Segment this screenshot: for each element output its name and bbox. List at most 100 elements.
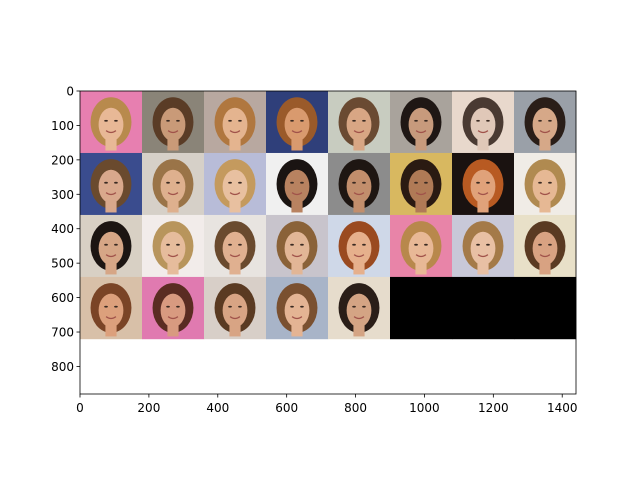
eye-shape: [362, 243, 366, 246]
image-tile: [390, 214, 453, 278]
x-tick-label: 1400: [547, 401, 578, 415]
eye-shape: [548, 119, 552, 122]
smile-shape: [105, 316, 117, 320]
y-tick-label: 600: [51, 291, 74, 305]
neck-shape: [477, 198, 489, 213]
image-tile: [266, 152, 329, 216]
image-tile: [266, 91, 329, 154]
face-shape: [284, 169, 310, 204]
eye-shape: [538, 243, 542, 246]
face-shape: [222, 107, 248, 142]
image-tile: [266, 214, 329, 278]
tile-background: [390, 276, 453, 340]
face-shape: [98, 107, 124, 142]
eye-shape: [352, 181, 356, 184]
eye-shape: [104, 305, 108, 308]
neck-shape: [539, 260, 551, 275]
image-tile: [266, 276, 329, 340]
neck-shape: [229, 260, 241, 275]
eye-shape: [228, 305, 232, 308]
image-tile: [452, 214, 515, 278]
neck-shape: [291, 322, 303, 337]
smile-shape: [353, 130, 365, 134]
eye-shape: [290, 243, 294, 246]
smile-shape: [539, 254, 551, 258]
smile-shape: [105, 254, 117, 258]
smile-shape: [539, 192, 551, 196]
image-tile: [142, 152, 205, 216]
image-tile: [142, 276, 205, 340]
y-tick-label: 100: [51, 119, 74, 133]
neck-shape: [167, 136, 179, 151]
face-shape: [532, 107, 558, 142]
smile-shape: [477, 192, 489, 196]
smile-shape: [291, 254, 303, 258]
image-tile: [514, 276, 577, 340]
eye-shape: [176, 243, 180, 246]
image-tile: [452, 276, 515, 340]
eye-shape: [300, 181, 304, 184]
face-shape: [98, 293, 124, 328]
eye-shape: [176, 181, 180, 184]
eye-shape: [228, 243, 232, 246]
eye-shape: [424, 181, 428, 184]
smile-shape: [415, 192, 427, 196]
eye-shape: [414, 243, 418, 246]
smile-shape: [229, 130, 241, 134]
neck-shape: [477, 136, 489, 151]
eye-shape: [176, 305, 180, 308]
eye-shape: [114, 119, 118, 122]
image-tile: [80, 214, 143, 278]
image-tile: [390, 152, 453, 216]
eye-shape: [300, 305, 304, 308]
face-shape: [98, 231, 124, 266]
neck-shape: [415, 198, 427, 213]
neck-shape: [415, 260, 427, 275]
eye-shape: [238, 181, 242, 184]
face-shape: [408, 231, 434, 266]
neck-shape: [415, 136, 427, 151]
face-shape: [160, 293, 186, 328]
eye-shape: [352, 243, 356, 246]
y-tick-label: 0: [66, 85, 74, 99]
x-tick-label: 200: [137, 401, 160, 415]
smile-shape: [477, 254, 489, 258]
image-tile: [80, 276, 143, 340]
eye-shape: [476, 181, 480, 184]
neck-shape: [105, 322, 117, 337]
face-shape: [470, 169, 496, 204]
eye-shape: [166, 119, 170, 122]
neck-shape: [229, 136, 241, 151]
face-shape: [346, 107, 372, 142]
eye-shape: [362, 305, 366, 308]
face-shape: [408, 169, 434, 204]
eye-shape: [104, 119, 108, 122]
eye-shape: [114, 243, 118, 246]
image-tile: [142, 91, 205, 154]
eye-shape: [548, 181, 552, 184]
face-shape: [284, 231, 310, 266]
eye-shape: [538, 119, 542, 122]
neck-shape: [353, 198, 365, 213]
face-shape: [160, 107, 186, 142]
eye-shape: [114, 305, 118, 308]
smile-shape: [167, 192, 179, 196]
eye-shape: [290, 119, 294, 122]
smile-shape: [105, 130, 117, 134]
smile-shape: [291, 316, 303, 320]
eye-shape: [352, 119, 356, 122]
face-shape: [98, 169, 124, 204]
smile-shape: [291, 192, 303, 196]
eye-shape: [424, 119, 428, 122]
image-tile: [514, 91, 577, 154]
eye-shape: [238, 243, 242, 246]
neck-shape: [167, 198, 179, 213]
smile-shape: [167, 130, 179, 134]
eye-shape: [476, 243, 480, 246]
image-tile: [514, 152, 577, 216]
y-tick-label: 200: [51, 153, 74, 167]
eye-shape: [238, 305, 242, 308]
eye-shape: [166, 181, 170, 184]
eye-shape: [300, 119, 304, 122]
